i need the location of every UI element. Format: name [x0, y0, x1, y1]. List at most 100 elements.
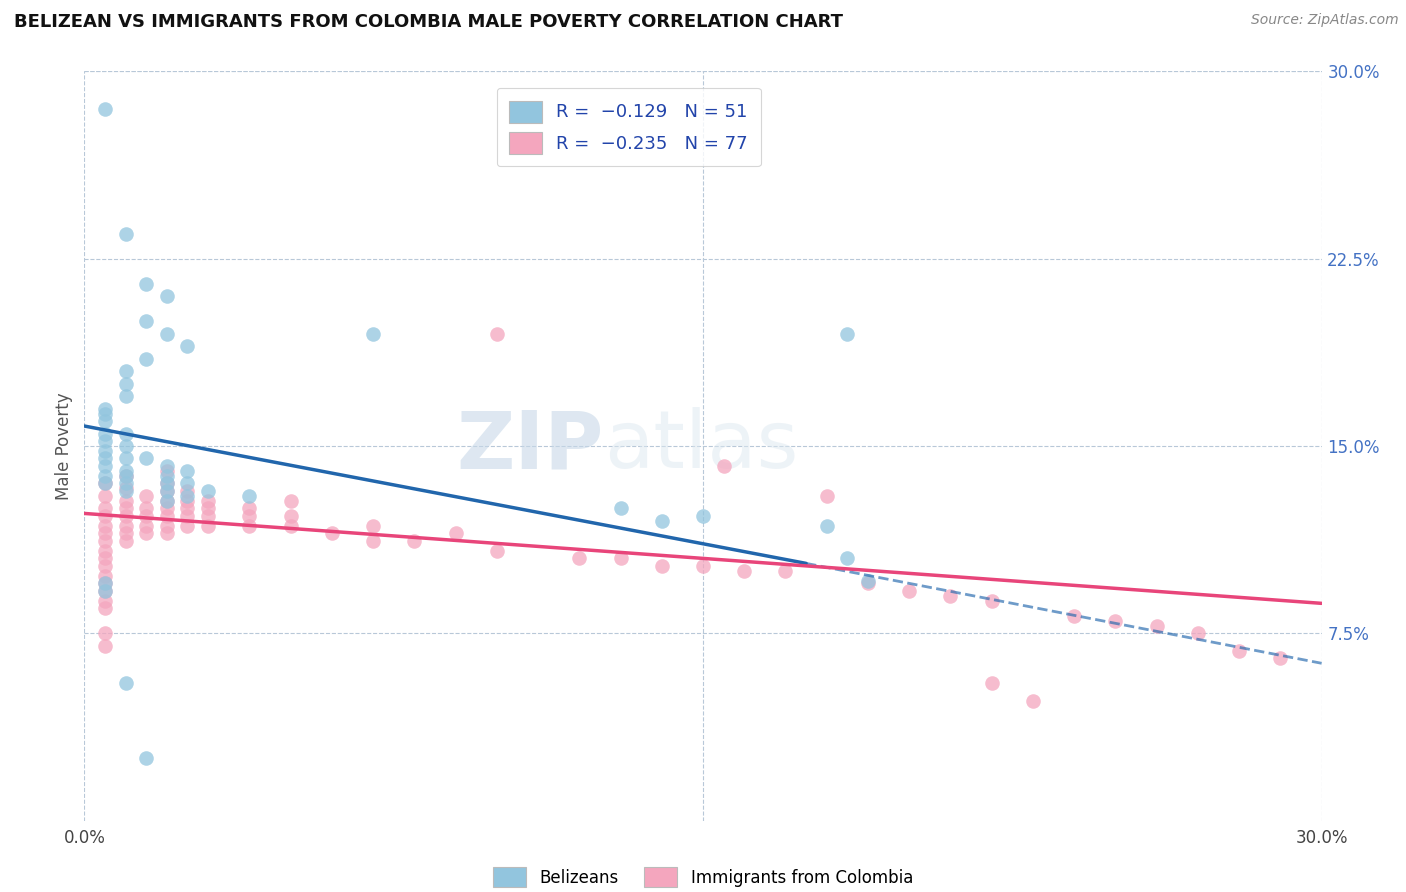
- Point: [114, 451, 136, 466]
- Point: [135, 751, 157, 765]
- Point: [135, 501, 157, 516]
- Point: [94, 576, 117, 591]
- Point: [361, 519, 384, 533]
- Point: [156, 519, 179, 533]
- Point: [114, 508, 136, 523]
- Point: [197, 494, 219, 508]
- Point: [94, 639, 117, 653]
- Point: [856, 574, 879, 588]
- Point: [94, 444, 117, 458]
- Point: [1187, 626, 1209, 640]
- Point: [1270, 651, 1292, 665]
- Point: [733, 564, 755, 578]
- Point: [114, 469, 136, 483]
- Point: [156, 483, 179, 498]
- Point: [856, 576, 879, 591]
- Point: [156, 494, 179, 508]
- Point: [94, 508, 117, 523]
- Point: [1146, 619, 1168, 633]
- Point: [94, 102, 117, 116]
- Point: [1104, 614, 1126, 628]
- Point: [197, 483, 219, 498]
- Point: [94, 626, 117, 640]
- Point: [94, 469, 117, 483]
- Point: [94, 583, 117, 598]
- Point: [135, 451, 157, 466]
- Point: [280, 508, 302, 523]
- Point: [94, 458, 117, 473]
- Point: [176, 339, 198, 353]
- Point: [135, 351, 157, 366]
- Point: [114, 526, 136, 541]
- Point: [485, 326, 508, 341]
- Point: [94, 576, 117, 591]
- Point: [837, 551, 859, 566]
- Point: [197, 519, 219, 533]
- Point: [114, 364, 136, 378]
- Point: [321, 526, 343, 541]
- Point: [939, 589, 962, 603]
- Point: [94, 476, 117, 491]
- Point: [135, 519, 157, 533]
- Point: [156, 289, 179, 303]
- Point: [176, 501, 198, 516]
- Point: [651, 558, 673, 573]
- Point: [444, 526, 467, 541]
- Point: [156, 469, 179, 483]
- Point: [94, 601, 117, 615]
- Point: [692, 508, 714, 523]
- Point: [280, 494, 302, 508]
- Point: [837, 326, 859, 341]
- Point: [94, 476, 117, 491]
- Point: [94, 451, 117, 466]
- Point: [176, 508, 198, 523]
- Legend: Belizeans, Immigrants from Colombia: Belizeans, Immigrants from Colombia: [494, 867, 912, 888]
- Point: [114, 469, 136, 483]
- Point: [898, 583, 921, 598]
- Point: [94, 407, 117, 421]
- Point: [114, 501, 136, 516]
- Point: [156, 326, 179, 341]
- Point: [238, 508, 260, 523]
- Point: [94, 414, 117, 428]
- Text: Source: ZipAtlas.com: Source: ZipAtlas.com: [1251, 13, 1399, 28]
- Point: [94, 526, 117, 541]
- Point: [156, 464, 179, 478]
- Point: [94, 533, 117, 548]
- Point: [176, 489, 198, 503]
- Point: [94, 569, 117, 583]
- Point: [404, 533, 426, 548]
- Point: [568, 551, 591, 566]
- Point: [135, 314, 157, 328]
- Point: [156, 458, 179, 473]
- Point: [94, 551, 117, 566]
- Point: [114, 376, 136, 391]
- Point: [114, 482, 136, 496]
- Point: [156, 483, 179, 498]
- Point: [114, 426, 136, 441]
- Point: [114, 389, 136, 403]
- Point: [238, 519, 260, 533]
- Point: [135, 526, 157, 541]
- Point: [94, 519, 117, 533]
- Point: [156, 508, 179, 523]
- Point: [280, 519, 302, 533]
- Point: [485, 544, 508, 558]
- Point: [135, 508, 157, 523]
- Point: [94, 583, 117, 598]
- Point: [156, 501, 179, 516]
- Point: [238, 501, 260, 516]
- Point: [176, 464, 198, 478]
- Point: [238, 489, 260, 503]
- Point: [775, 564, 797, 578]
- Text: atlas: atlas: [605, 407, 799, 485]
- Point: [114, 494, 136, 508]
- Text: ZIP: ZIP: [457, 407, 605, 485]
- Point: [176, 483, 198, 498]
- Point: [1022, 694, 1045, 708]
- Point: [176, 494, 198, 508]
- Point: [815, 489, 838, 503]
- Point: [980, 594, 1002, 608]
- Point: [114, 439, 136, 453]
- Point: [156, 494, 179, 508]
